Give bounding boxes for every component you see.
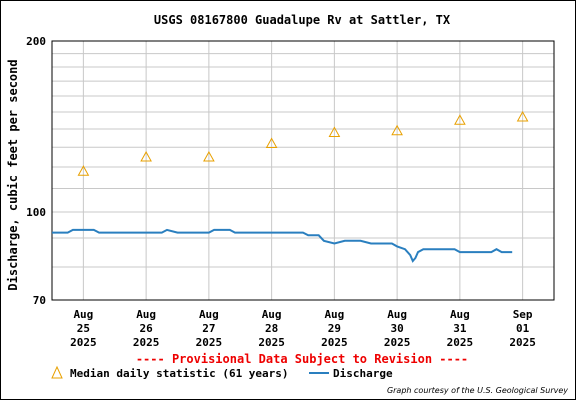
y-tick-label: 200: [26, 35, 46, 48]
legend-median-label: Median daily statistic (61 years): [70, 367, 289, 380]
y-tick-label: 70: [33, 294, 46, 307]
median-marker: [140, 150, 152, 162]
x-tick-label: 2025: [509, 336, 536, 349]
median-marker: [265, 137, 278, 148]
grid-lines: [52, 40, 554, 301]
x-tick-label: 31: [453, 322, 467, 335]
x-tick-label: 25: [77, 322, 90, 335]
x-tick-label: 2025: [321, 336, 348, 349]
x-tick-label: Aug: [199, 308, 219, 321]
x-tick-label: Sep: [513, 308, 533, 321]
x-tick-label: Aug: [136, 308, 156, 321]
y-tick-label: 100: [26, 206, 46, 219]
discharge-series: [52, 228, 513, 263]
chart-title: USGS 08167800 Guadalupe Rv at Sattler, T…: [154, 13, 451, 27]
x-tick-label: 01: [516, 322, 530, 335]
x-tick-label: Aug: [450, 308, 470, 321]
x-tick-label: 2025: [133, 336, 160, 349]
x-tick-label: 2025: [447, 336, 474, 349]
x-tick-label: 27: [202, 322, 215, 335]
x-tick-label: 2025: [196, 336, 223, 349]
x-axis-ticks: Aug252025Aug262025Aug272025Aug282025Aug2…: [70, 308, 536, 349]
x-tick-label: 29: [328, 322, 341, 335]
x-tick-label: 30: [391, 322, 404, 335]
x-tick-label: Aug: [324, 308, 344, 321]
y-axis-label: Discharge, cubic feet per second: [6, 59, 20, 290]
x-tick-label: Aug: [387, 308, 407, 321]
x-tick-label: 26: [140, 322, 154, 335]
x-tick-label: Aug: [73, 308, 93, 321]
median-marker: [203, 150, 215, 162]
median-series: [77, 110, 529, 176]
x-tick-label: 2025: [258, 336, 285, 349]
y-axis-ticks: 200 100 70: [26, 35, 46, 307]
discharge-line: [52, 228, 513, 263]
median-marker: [77, 165, 90, 176]
legend-discharge-label: Discharge: [333, 367, 393, 380]
legend-median-marker: [51, 365, 63, 379]
x-tick-label: Aug: [262, 308, 282, 321]
legend: Median daily statistic (61 years) Discha…: [51, 365, 393, 380]
provisional-notice: ---- Provisional Data Subject to Revisio…: [136, 352, 468, 366]
median-marker: [328, 126, 341, 137]
median-marker: [454, 114, 466, 125]
median-marker: [391, 124, 403, 136]
x-tick-label: 2025: [384, 336, 411, 349]
x-tick-label: 28: [265, 322, 278, 335]
x-tick-label: 2025: [70, 336, 97, 349]
median-marker: [516, 110, 529, 122]
plot-area-border: [51, 40, 555, 301]
credit-text: Graph courtesy of the U.S. Geological Su…: [387, 386, 568, 395]
